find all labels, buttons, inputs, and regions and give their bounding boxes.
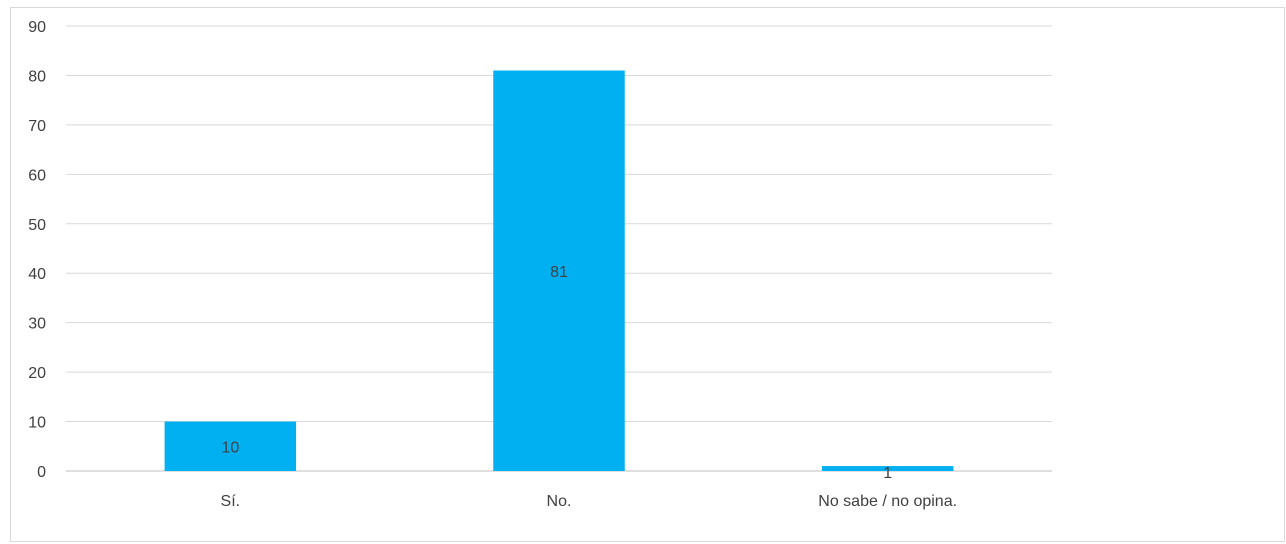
y-tick-label: 80 xyxy=(28,68,46,85)
x-category-label: Sí. xyxy=(221,493,241,510)
y-tick-label: 30 xyxy=(28,316,46,333)
data-label: 81 xyxy=(550,264,568,281)
y-tick-label: 60 xyxy=(28,167,46,184)
y-tick-label: 20 xyxy=(28,365,46,382)
data-label: 1 xyxy=(883,465,892,482)
y-tick-label: 50 xyxy=(28,217,46,234)
x-axis-categories: Sí. No. No sabe / no opina. xyxy=(221,493,957,510)
y-tick-label: 10 xyxy=(28,415,46,432)
data-label: 10 xyxy=(221,439,239,456)
x-category-label: No sabe / no opina. xyxy=(818,493,957,510)
y-tick-label: 40 xyxy=(28,266,46,283)
y-tick-label: 90 xyxy=(28,19,46,36)
y-tick-label: 70 xyxy=(28,118,46,135)
x-category-label: No. xyxy=(547,493,572,510)
y-tick-label: 0 xyxy=(37,464,46,481)
y-axis-ticks: 0 10 20 30 40 50 60 70 80 90 xyxy=(28,19,46,481)
